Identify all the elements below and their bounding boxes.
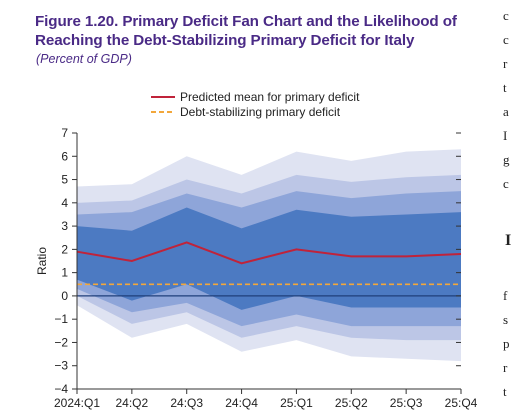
x-tick-label: 25:Q3 [390,396,423,410]
y-axis-label: Ratio [35,247,49,275]
series-lines [76,241,462,286]
x-tick-label: 24:Q4 [225,396,258,410]
x-tick-label: 24:Q2 [116,396,149,410]
y-tick-label: 7 [61,126,68,140]
y-tick-label: 1 [61,266,68,280]
y-tick-label: 5 [61,173,68,187]
y-tick-label: 2 [61,242,68,256]
adjacent-char: r [503,56,508,71]
adjacent-page-text: c c r t a I g c I f s p r t [502,0,512,416]
fan-chart: Predicted mean for primary deficit Debt-… [35,90,478,410]
figure-subtitle: (Percent of GDP) [36,52,132,66]
x-tick-label: 25:Q4 [445,396,478,410]
adjacent-char: s [503,312,509,327]
adjacent-char: a [503,104,509,119]
adjacent-char: p [503,336,510,351]
adjacent-char: t [503,80,507,95]
y-tick-label: 6 [61,149,68,163]
x-tick-label: 2024:Q1 [54,396,100,410]
x-tick-label: 25:Q1 [280,396,313,410]
legend-label-stabilizing: Debt-stabilizing primary deficit [180,105,341,119]
figure-title: Figure 1.20. Primary Deficit Fan Chart a… [35,13,457,49]
adjacent-heading-char: I [505,232,512,249]
y-tick-label: 0 [61,289,68,303]
series-line-predicted-mean [76,241,462,265]
adjacent-char: c [503,32,509,47]
adjacent-char: f [503,288,508,303]
y-tick-label: −4 [54,382,68,396]
y-tick-label: 4 [61,196,68,210]
y-tick-label: −1 [54,312,68,326]
y-tick-label: −2 [54,335,68,349]
adjacent-char: c [503,8,509,23]
y-tick-label: −3 [54,359,68,373]
x-tick-label: 24:Q3 [170,396,203,410]
y-tick-label: 3 [61,219,68,233]
chart-legend: Predicted mean for primary deficit Debt-… [151,90,360,119]
legend-label-mean: Predicted mean for primary deficit [180,90,360,104]
fan-bands [77,149,461,362]
adjacent-char: r [503,360,508,375]
x-tick-label: 25:Q2 [335,396,368,410]
adjacent-char: c [503,176,509,191]
adjacent-char: g [503,152,510,167]
chart-axes: −4 −3 −2 −1 0 1 2 3 4 5 6 7 2024:Q1 24:Q2 24:Q3 24:Q4 25… [54,126,478,410]
adjacent-char: t [503,384,507,399]
adjacent-char: I [503,128,508,143]
